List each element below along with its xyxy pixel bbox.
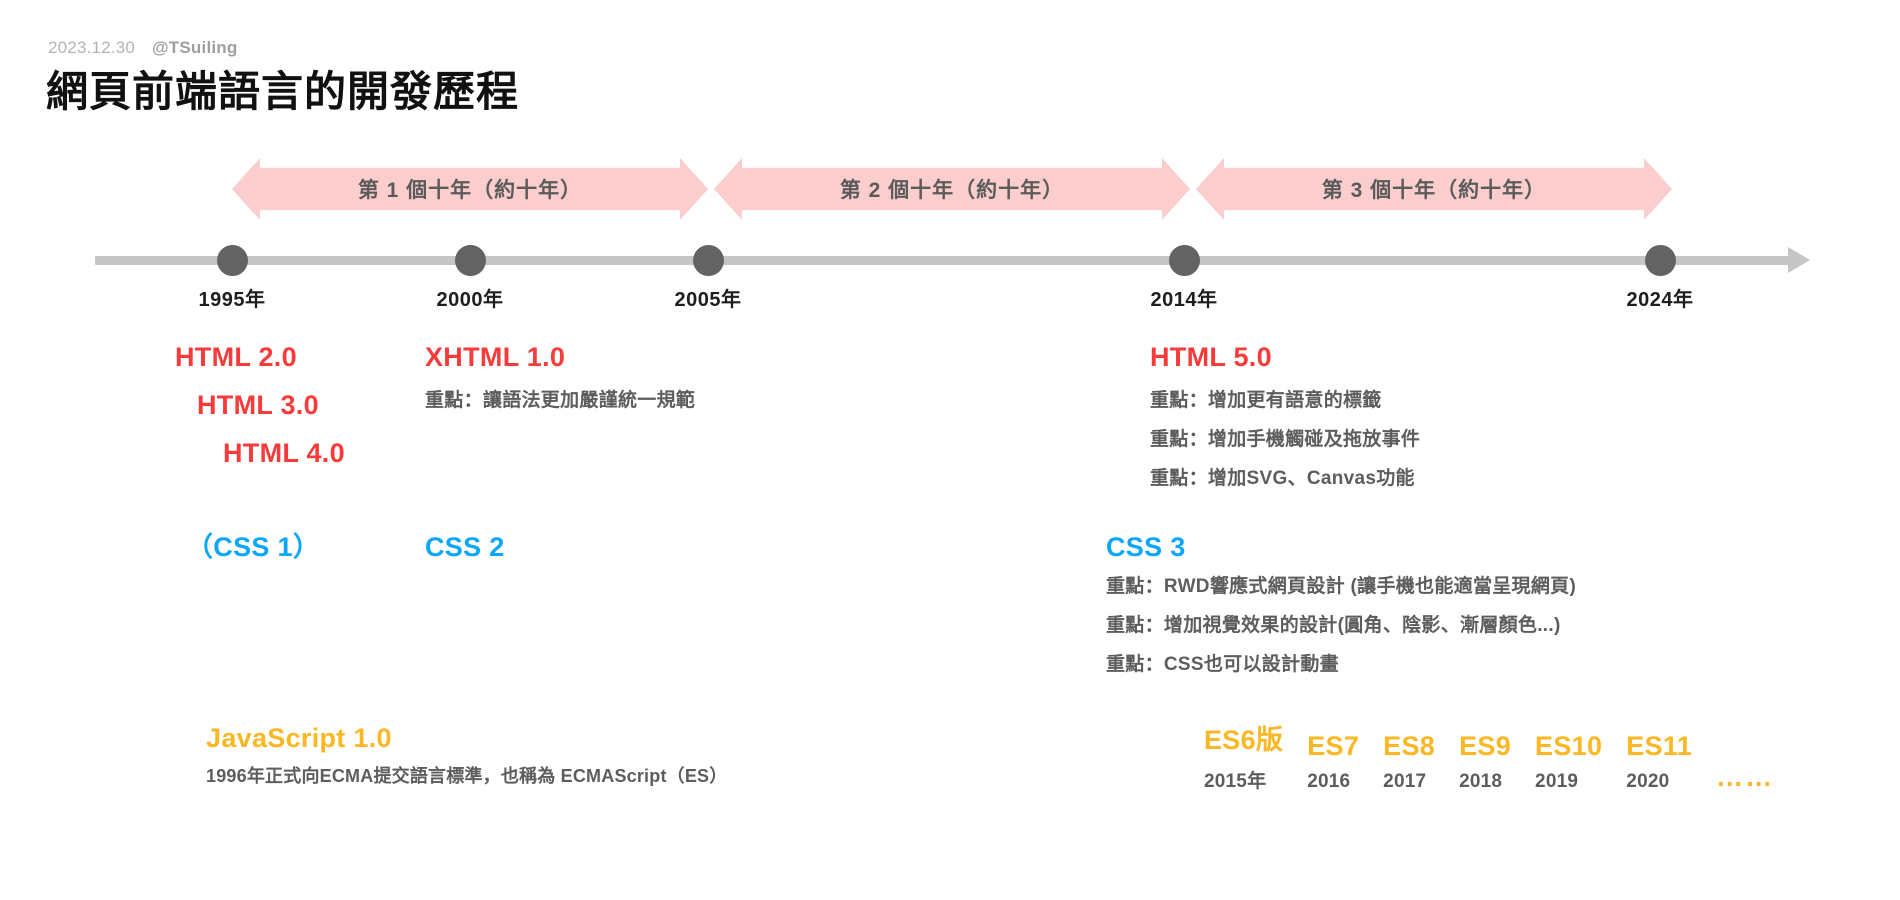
year-label-2024: 2024年	[1626, 289, 1694, 311]
javascript-title: JavaScript 1.0	[206, 723, 392, 753]
es-version-item: ES11 2020	[1626, 731, 1692, 793]
xhtml-note: 重點：讓語法更加嚴謹統一規範	[425, 390, 696, 411]
decade-label: 第 3 個十年（約十年）	[1321, 179, 1547, 202]
es-version-year: 2015年	[1204, 771, 1267, 792]
es-versions-row: ES6版 2015年 ES7 2016 ES8 2017 ES9 2018 ES…	[1204, 718, 1798, 793]
byline-date: 2023.12.30	[48, 38, 136, 57]
html5-note-2: 重點：增加手機觸碰及拖放事件	[1150, 429, 1421, 450]
timeline-dot	[217, 245, 248, 276]
css3-block: CSS 3 重點：RWD響應式網頁設計 (讓手機也能適當呈現網頁) 重點：增加視…	[1106, 527, 1576, 684]
css3-note-1: 重點：RWD響應式網頁設計 (讓手機也能適當呈現網頁)	[1106, 576, 1577, 597]
html-4-label: HTML 4.0	[223, 438, 345, 468]
decade-arrow-row: 第 1 個十年（約十年） 第 2 個十年（約十年） 第 3 個十年（約十年）	[0, 158, 1900, 220]
html5-note-1: 重點：增加更有語意的標籤	[1150, 390, 1382, 411]
html5-block: HTML 5.0 重點：增加更有語意的標籤 重點：增加手機觸碰及拖放事件 重點：…	[1150, 333, 1420, 498]
year-label-2000: 2000年	[436, 289, 504, 311]
html-2-label: HTML 2.0	[175, 342, 297, 372]
es-version-item: ES8 2017	[1383, 731, 1435, 793]
es-version-year: 2020	[1626, 771, 1670, 792]
javascript-note: 1996年正式向ECMA提交語言標準，也稱為 ECMAScript（ES）	[206, 766, 728, 786]
byline: 2023.12.30 @TSuiling	[48, 38, 237, 58]
es-version-item: ES6版 2015年	[1204, 718, 1283, 793]
year-label-1995: 1995年	[198, 289, 266, 311]
es-more-item: ……	[1716, 762, 1774, 793]
timeline-dot	[455, 245, 486, 276]
es-version-year: 2017	[1383, 771, 1427, 792]
page-title: 網頁前端語言的開發歷程	[46, 68, 520, 115]
decade-arrow-2: 第 2 個十年（約十年）	[714, 158, 1190, 220]
decade-arrow-1: 第 1 個十年（約十年）	[232, 158, 708, 220]
decade-arrow-3: 第 3 個十年（約十年）	[1196, 158, 1672, 220]
year-label-2005: 2005年	[674, 289, 742, 311]
decade-label: 第 2 個十年（約十年）	[839, 179, 1065, 202]
es-version-item: ES9 2018	[1459, 731, 1511, 793]
timeline-dot	[1645, 245, 1676, 276]
decade-label: 第 1 個十年（約十年）	[357, 179, 583, 202]
es-version-name: ES9	[1459, 731, 1512, 761]
es-version-year: 2019	[1535, 771, 1579, 792]
year-label-2014: 2014年	[1150, 289, 1218, 311]
timeline-axis: 1995年 2000年 2005年 2014年 2024年	[0, 243, 1900, 311]
double-arrow-icon	[714, 158, 1190, 220]
es-more-label: ……	[1716, 762, 1775, 792]
html5-note-3: 重點：增加SVG、Canvas功能	[1150, 468, 1415, 489]
es-version-name: ES10	[1535, 731, 1603, 761]
axis-line	[95, 256, 1790, 265]
xhtml-title: XHTML 1.0	[425, 342, 566, 372]
css3-note-3: 重點：CSS也可以設計動畫	[1106, 654, 1339, 675]
timeline-dot	[1169, 245, 1200, 276]
es-versions-block: ES6版 2015年 ES7 2016 ES8 2017 ES9 2018 ES…	[1204, 718, 1798, 793]
css2-label: CSS 2	[425, 532, 505, 562]
es-version-name: ES7	[1307, 731, 1360, 761]
es-version-name: ES8	[1383, 731, 1436, 761]
double-arrow-icon	[232, 158, 708, 220]
byline-handle: @TSuiling	[152, 38, 238, 57]
javascript-block: JavaScript 1.0 1996年正式向ECMA提交語言標準，也稱為 EC…	[206, 718, 727, 794]
css1-label: （CSS 1）	[186, 532, 321, 562]
es-version-year: 2016	[1307, 771, 1351, 792]
es-version-item: ES7 2016	[1307, 731, 1359, 793]
html-3-label: HTML 3.0	[197, 390, 319, 420]
es-version-item: ES10 2019	[1535, 731, 1602, 793]
es-version-name: ES6版	[1204, 725, 1284, 755]
es-version-year: 2018	[1459, 771, 1503, 792]
double-arrow-icon	[1196, 158, 1672, 220]
timeline-dot	[693, 245, 724, 276]
html-early-versions: HTML 2.0 HTML 3.0 HTML 4.0	[175, 333, 345, 477]
css3-title: CSS 3	[1106, 532, 1186, 562]
es-version-name: ES11	[1626, 731, 1693, 761]
css3-note-2: 重點：增加視覺效果的設計(圓角、陰影、漸層顏色...)	[1106, 615, 1561, 636]
html5-title: HTML 5.0	[1150, 342, 1272, 372]
axis-arrow-icon	[1788, 247, 1810, 273]
xhtml-block: XHTML 1.0 重點：讓語法更加嚴謹統一規範	[425, 333, 695, 420]
